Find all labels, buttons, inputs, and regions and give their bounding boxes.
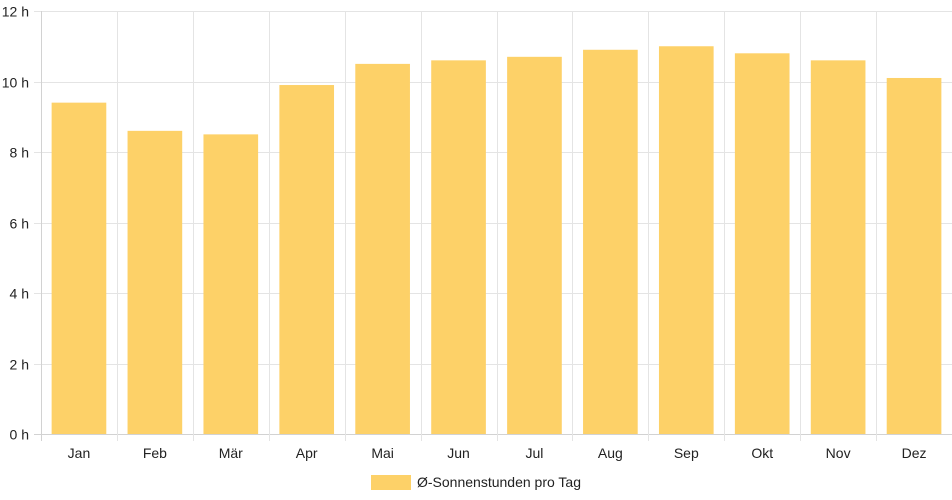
bars xyxy=(51,46,942,435)
grid xyxy=(34,11,952,441)
x-tick-label: Jul xyxy=(526,445,544,461)
bar-jul[interactable] xyxy=(507,56,562,434)
bar-aug[interactable] xyxy=(583,49,638,435)
x-tick-label: Okt xyxy=(751,445,773,461)
y-tick-label: 4 h xyxy=(10,286,29,302)
x-tick-label: Dez xyxy=(902,445,927,461)
y-tick-label: 12 h xyxy=(2,4,29,20)
x-tick-label: Apr xyxy=(296,445,318,461)
legend-swatch[interactable] xyxy=(371,475,411,490)
y-tick-label: 8 h xyxy=(10,145,29,161)
bar-sep[interactable] xyxy=(658,46,714,434)
x-axis-ticks: Jan Feb Mär Apr Mai Jun Jul Aug Sep Okt Nov Dez xyxy=(68,445,927,461)
bar-apr[interactable] xyxy=(279,85,335,435)
x-tick-label: Jun xyxy=(447,445,470,461)
bar-jan[interactable] xyxy=(51,102,107,435)
y-axis-ticks: 0 h 2 h 4 h 6 h 8 h 10 h 12 h xyxy=(2,4,29,443)
x-tick-label: Sep xyxy=(674,445,699,461)
y-tick-label: 0 h xyxy=(10,427,29,443)
x-tick-label: Aug xyxy=(598,445,623,461)
bar-mai[interactable] xyxy=(355,63,410,434)
x-tick-label: Mär xyxy=(219,445,243,461)
bar-jun[interactable] xyxy=(431,60,486,434)
legend-label[interactable]: Ø-Sonnenstunden pro Tag xyxy=(417,474,581,490)
x-tick-label: Jan xyxy=(68,445,91,461)
y-tick-label: 6 h xyxy=(10,216,29,232)
bar-mär[interactable] xyxy=(203,134,259,434)
x-tick-label: Mai xyxy=(371,445,394,461)
x-tick-label: Nov xyxy=(826,445,851,461)
bar-feb[interactable] xyxy=(127,130,183,434)
bar-okt[interactable] xyxy=(734,53,790,435)
y-tick-label: 2 h xyxy=(10,357,29,373)
x-tick-label: Feb xyxy=(143,445,167,461)
bar-dez[interactable] xyxy=(886,77,942,434)
legend[interactable]: Ø-Sonnenstunden pro Tag xyxy=(371,474,581,490)
bar-nov[interactable] xyxy=(810,60,866,434)
y-tick-label: 10 h xyxy=(2,75,29,91)
